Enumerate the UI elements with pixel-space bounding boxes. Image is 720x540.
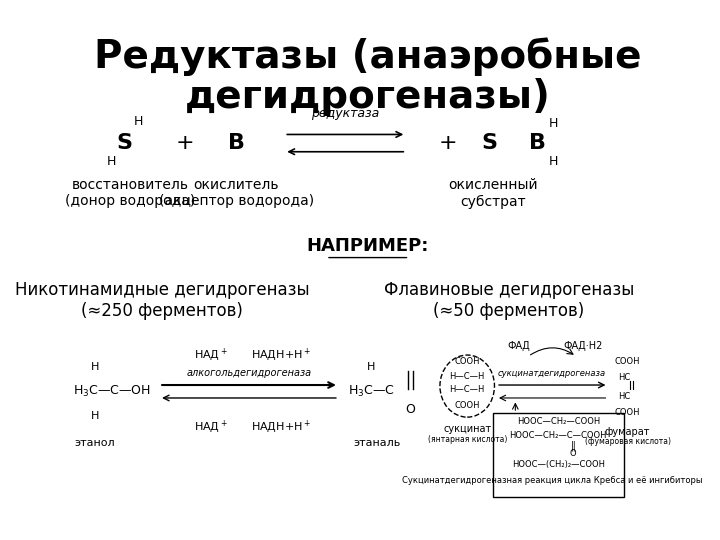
Text: O: O: [570, 449, 577, 457]
Text: H$_3$C—C—OH: H$_3$C—C—OH: [73, 384, 150, 399]
Text: НАДН+Н$^+$: НАДН+Н$^+$: [251, 418, 311, 435]
Text: COOH: COOH: [454, 401, 480, 409]
Text: H: H: [133, 115, 143, 128]
Text: (фумаровая кислота): (фумаровая кислота): [585, 437, 670, 445]
Text: +: +: [176, 133, 194, 153]
Text: ФАД·Н2: ФАД·Н2: [563, 341, 603, 350]
Text: (янтарная кислота): (янтарная кислота): [428, 435, 507, 443]
Text: H: H: [91, 362, 99, 372]
Text: восстановитель
(донор водорода): восстановитель (донор водорода): [66, 178, 195, 208]
Text: H: H: [366, 362, 375, 372]
Text: B: B: [228, 133, 245, 153]
Text: HC: HC: [618, 374, 631, 382]
Text: (≈50 ферментов): (≈50 ферментов): [433, 302, 585, 320]
Text: НАД$^+$: НАД$^+$: [194, 418, 228, 435]
Text: сукцинатдегидрогеназа: сукцинатдегидрогеназа: [498, 369, 606, 378]
Text: сукцинат: сукцинат: [443, 424, 491, 434]
Text: Сукцинатдегидрогеназная реакция цикла Кребса и её ингибиторы: Сукцинатдегидрогеназная реакция цикла Кр…: [402, 476, 702, 485]
Text: Никотинамидные дегидрогеназы: Никотинамидные дегидрогеназы: [15, 281, 310, 299]
Text: Флавиновые дегидрогеназы: Флавиновые дегидрогеназы: [384, 281, 634, 299]
Text: COOH: COOH: [615, 357, 640, 366]
Text: ‖: ‖: [571, 440, 575, 451]
Text: НАДН+Н$^+$: НАДН+Н$^+$: [251, 347, 311, 363]
Text: COOH: COOH: [454, 357, 480, 366]
Text: HC: HC: [618, 393, 631, 401]
Text: этанол: этанол: [75, 438, 115, 448]
Text: НАД$^+$: НАД$^+$: [194, 347, 228, 363]
Text: этаналь: этаналь: [354, 438, 401, 448]
Text: +: +: [438, 133, 457, 153]
Text: окислитель
(акцептор водорода): окислитель (акцептор водорода): [158, 178, 314, 208]
Text: S: S: [482, 133, 498, 153]
Text: редуктаза: редуктаза: [311, 107, 379, 120]
Text: HOOC—CH₂—C—COOH: HOOC—CH₂—C—COOH: [510, 431, 607, 440]
Text: H: H: [107, 155, 116, 168]
Text: H—C—H: H—C—H: [449, 372, 485, 381]
Text: H: H: [549, 155, 558, 168]
Text: Редуктазы (анаэробные: Редуктазы (анаэробные: [94, 38, 642, 77]
Text: H: H: [91, 411, 99, 421]
FancyBboxPatch shape: [40, 0, 695, 540]
Text: ФАД: ФАД: [507, 341, 530, 350]
Text: COOH: COOH: [615, 408, 640, 416]
Text: S: S: [116, 133, 132, 153]
Text: O: O: [405, 403, 415, 416]
Text: алкогольдегидрогеназа: алкогольдегидрогеназа: [186, 368, 312, 378]
Text: H—C—H: H—C—H: [449, 386, 485, 394]
Text: H$_3$C—C: H$_3$C—C: [348, 384, 395, 399]
Text: НАПРИМЕР:: НАПРИМЕР:: [307, 237, 429, 255]
Text: B: B: [529, 133, 546, 153]
Text: фумарат: фумарат: [605, 427, 650, 437]
Text: HOOC—CH₂—COOH: HOOC—CH₂—COOH: [517, 417, 600, 426]
Text: (≈250 ферментов): (≈250 ферментов): [81, 302, 243, 320]
Text: окисленный
субстрат: окисленный субстрат: [448, 178, 538, 208]
Text: дегидрогеназы): дегидрогеназы): [185, 78, 551, 116]
Text: HOOC—(CH₂)₂—COOH: HOOC—(CH₂)₂—COOH: [512, 460, 605, 469]
Text: H: H: [549, 117, 558, 130]
